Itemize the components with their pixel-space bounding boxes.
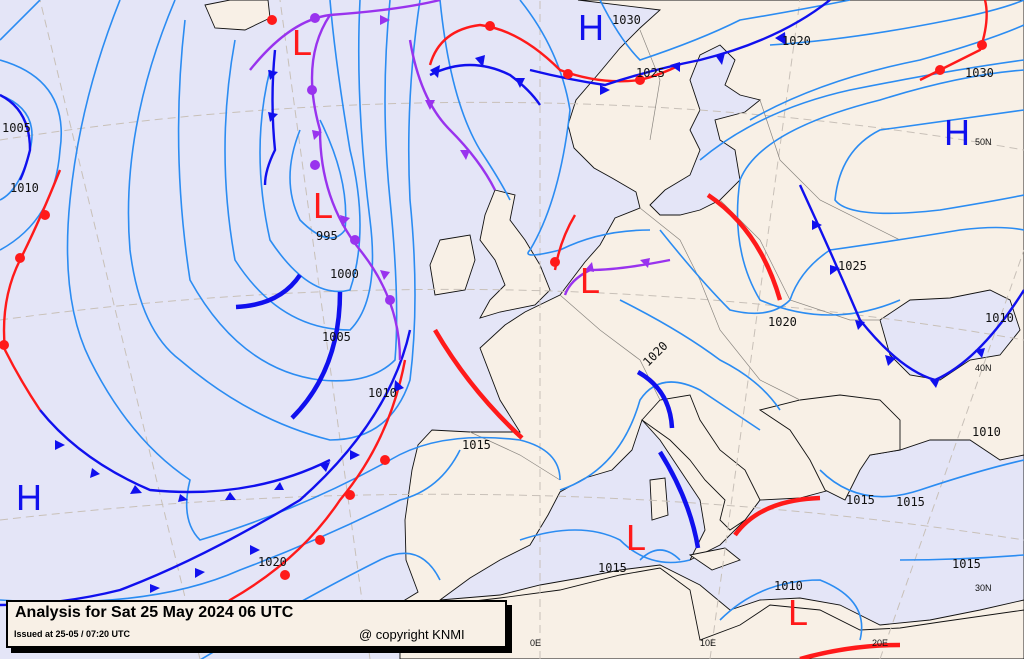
balkans <box>758 394 901 501</box>
isobar-label: 1010 <box>10 181 39 195</box>
cold-front <box>39 409 331 494</box>
ireland <box>429 234 476 296</box>
graticule-labels: 50N 40N 30N 0E 10E 20E <box>530 137 992 648</box>
longitude-label: 0E <box>530 638 541 648</box>
cold-front <box>429 63 541 106</box>
occluded-front-symbols <box>307 13 650 305</box>
trough-line <box>799 642 901 659</box>
isobar-label: 1010 <box>985 311 1014 325</box>
great-britain <box>479 189 551 319</box>
cold-front <box>0 93 32 181</box>
low-pressure-center: L <box>580 260 600 301</box>
isobar-label: 1015 <box>462 438 491 452</box>
isobar-label: 1030 <box>965 66 994 80</box>
latitude-label: 40N <box>975 363 992 373</box>
isobar-label: 1015 <box>952 557 981 571</box>
high-pressure-center: H <box>944 112 970 153</box>
high-pressure-center: H <box>578 7 604 48</box>
north-africa <box>399 567 1024 659</box>
latitude-label: 50N <box>975 137 992 147</box>
copyright-notice: @ copyright KNMI <box>359 627 465 642</box>
trough-line <box>235 273 302 310</box>
black-sea <box>879 289 1021 381</box>
isobar-label: 1020 <box>258 555 287 569</box>
trough-line <box>706 193 783 301</box>
isobar-label: 1010 <box>368 386 397 400</box>
occluded-front <box>408 39 497 191</box>
isobar-label: 1005 <box>322 330 351 344</box>
isobar-label: 1000 <box>330 267 359 281</box>
low-pressure-center: L <box>788 592 808 633</box>
isobar-label: 1015 <box>598 561 627 575</box>
latitude-label: 30N <box>975 583 992 593</box>
low-pressure-center: L <box>626 517 646 558</box>
cold-front <box>798 184 1024 382</box>
isobar-label: 1015 <box>896 495 925 509</box>
baltic-sea <box>649 44 761 216</box>
issued-time: Issued at 25-05 / 07:20 UTC <box>14 629 131 639</box>
isobar-label: 1025 <box>636 66 665 80</box>
isobar-label: 1020 <box>782 34 811 48</box>
sicily <box>688 547 741 571</box>
isobar-labels: 1005 1010 995 1000 1005 1010 1015 1020 1… <box>2 13 1014 593</box>
trough-line <box>290 291 343 420</box>
warm-front-symbols <box>0 15 987 580</box>
trough-line <box>433 328 524 440</box>
warm-front <box>2 169 62 411</box>
low-pressure-center: L <box>292 22 312 63</box>
longitude-label: 20E <box>872 638 888 648</box>
trough-line <box>733 495 821 537</box>
occluded-front <box>249 0 441 71</box>
cold-front <box>0 329 412 607</box>
warm-front <box>189 359 407 641</box>
cold-front <box>529 0 831 87</box>
isobar-label: 1030 <box>612 13 641 27</box>
map-caption-box: Analysis for Sat 25 May 2024 06 UTC Issu… <box>6 600 507 648</box>
analysis-title: Analysis for Sat 25 May 2024 06 UTC <box>15 604 294 621</box>
isobar-label: 995 <box>316 229 338 243</box>
longitude-label: 10E <box>700 638 716 648</box>
isobar-label: 1020 <box>768 315 797 329</box>
pressure-centers: H L L L H H L L <box>16 7 970 633</box>
isobar-label: 1005 <box>2 121 31 135</box>
trough-line <box>636 370 675 429</box>
isobar-label: 1025 <box>838 259 867 273</box>
high-pressure-center: H <box>16 477 42 518</box>
italy-peninsula <box>641 394 761 531</box>
low-pressure-center: L <box>313 185 333 226</box>
isobar-label: 1010 <box>972 425 1001 439</box>
isobar-label: 1010 <box>774 579 803 593</box>
iceland <box>204 0 271 31</box>
sardinia <box>649 477 669 521</box>
isobar-label: 1015 <box>846 493 875 507</box>
trough-line <box>658 450 701 549</box>
land-masses <box>204 0 1024 659</box>
cold-front-symbols <box>55 32 985 593</box>
warm-front <box>428 23 681 83</box>
